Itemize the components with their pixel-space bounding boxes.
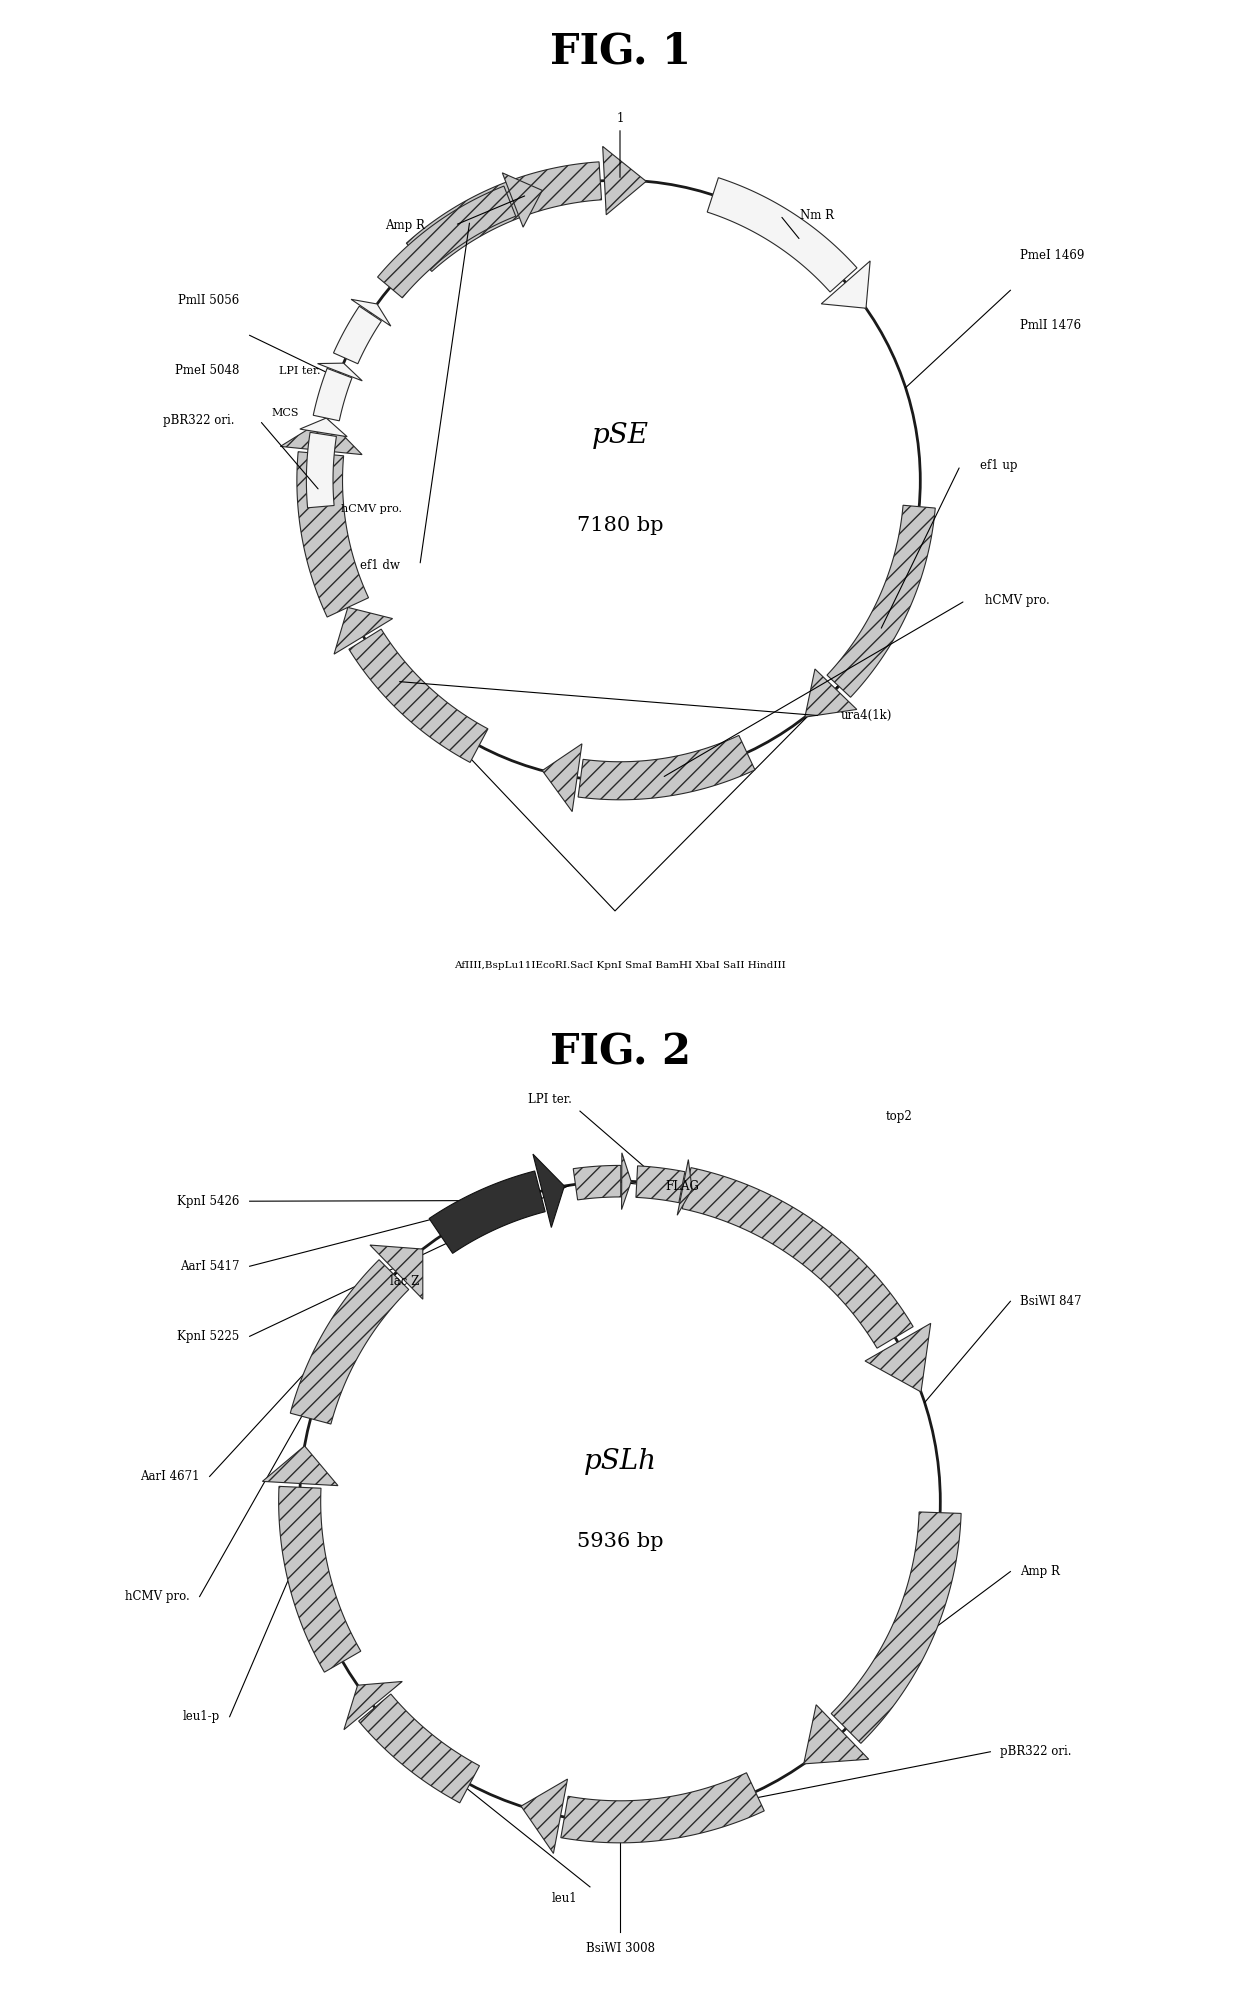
- Polygon shape: [542, 745, 582, 811]
- Polygon shape: [290, 1259, 409, 1423]
- Text: BsiWI 3008: BsiWI 3008: [585, 1942, 655, 1954]
- Polygon shape: [804, 1706, 869, 1764]
- Polygon shape: [560, 1772, 764, 1842]
- Polygon shape: [521, 1780, 568, 1854]
- Polygon shape: [306, 432, 336, 509]
- Text: PmeI 5048: PmeI 5048: [175, 364, 239, 376]
- Text: FLAG: FLAG: [665, 1179, 699, 1193]
- Text: lac Z: lac Z: [391, 1275, 420, 1287]
- Text: KpnI 5426: KpnI 5426: [177, 1195, 239, 1207]
- Polygon shape: [279, 1485, 361, 1672]
- Polygon shape: [621, 1153, 631, 1209]
- Text: PmeI 1469: PmeI 1469: [1021, 248, 1085, 262]
- Text: AarI 5417: AarI 5417: [180, 1259, 239, 1273]
- Polygon shape: [280, 418, 362, 454]
- Text: MCS: MCS: [272, 408, 299, 418]
- Text: leu1-p: leu1-p: [182, 1710, 219, 1724]
- Polygon shape: [429, 1171, 546, 1253]
- Polygon shape: [343, 1682, 402, 1730]
- Text: 7180 bp: 7180 bp: [577, 517, 663, 535]
- Text: AfIIII,BspLu11IEcoRI.SacI KpnI SmaI BamHI XbaI SaII HindIII: AfIIII,BspLu11IEcoRI.SacI KpnI SmaI BamH…: [454, 961, 786, 971]
- Polygon shape: [348, 629, 489, 763]
- Polygon shape: [351, 300, 391, 326]
- Text: Nm R: Nm R: [800, 208, 835, 222]
- Text: ura4(1k): ura4(1k): [841, 709, 892, 723]
- Polygon shape: [296, 452, 368, 617]
- Polygon shape: [707, 178, 857, 292]
- Polygon shape: [573, 1165, 621, 1199]
- Polygon shape: [866, 1323, 931, 1391]
- Text: hCMV pro.: hCMV pro.: [986, 595, 1050, 607]
- Text: ef1 dw: ef1 dw: [360, 559, 399, 573]
- Text: BsiWI 847: BsiWI 847: [1021, 1295, 1081, 1307]
- Polygon shape: [263, 1445, 339, 1485]
- Text: Amp R: Amp R: [384, 218, 425, 232]
- Text: hCMV pro.: hCMV pro.: [341, 505, 402, 515]
- Text: pBR322 ori.: pBR322 ori.: [1001, 1746, 1071, 1758]
- Text: LPI ter.: LPI ter.: [279, 366, 320, 376]
- Polygon shape: [300, 418, 347, 436]
- Text: 5936 bp: 5936 bp: [577, 1532, 663, 1552]
- Text: FIG. 1: FIG. 1: [549, 30, 691, 72]
- Polygon shape: [578, 735, 755, 799]
- Polygon shape: [377, 186, 516, 298]
- Polygon shape: [636, 1165, 684, 1203]
- Text: Amp R: Amp R: [1021, 1566, 1060, 1578]
- Polygon shape: [827, 505, 935, 697]
- Text: KpnI 5225: KpnI 5225: [177, 1329, 239, 1343]
- Polygon shape: [502, 172, 542, 226]
- Text: leu1: leu1: [552, 1892, 578, 1904]
- Text: top2: top2: [885, 1109, 911, 1123]
- Text: pSLh: pSLh: [584, 1447, 656, 1475]
- Polygon shape: [533, 1153, 564, 1227]
- Polygon shape: [682, 1167, 913, 1347]
- Polygon shape: [334, 306, 382, 364]
- Polygon shape: [317, 362, 362, 380]
- Text: pBR322 ori.: pBR322 ori.: [164, 414, 234, 426]
- Polygon shape: [677, 1159, 692, 1215]
- Text: ef1 up: ef1 up: [981, 458, 1018, 472]
- Text: PmlI 1476: PmlI 1476: [1021, 318, 1081, 332]
- Text: FIG. 2: FIG. 2: [549, 1031, 691, 1073]
- Polygon shape: [831, 1512, 961, 1744]
- Text: LPI ter.: LPI ter.: [528, 1093, 572, 1105]
- Polygon shape: [821, 260, 870, 308]
- Text: 1: 1: [616, 112, 624, 178]
- Text: pSE: pSE: [591, 422, 649, 448]
- Polygon shape: [358, 1694, 480, 1804]
- Polygon shape: [603, 146, 646, 214]
- Polygon shape: [805, 669, 857, 717]
- Polygon shape: [370, 1245, 423, 1299]
- Polygon shape: [334, 607, 393, 655]
- Polygon shape: [314, 368, 352, 420]
- Text: PmlI 5056: PmlI 5056: [179, 294, 239, 306]
- Polygon shape: [407, 162, 601, 272]
- Text: hCMV pro.: hCMV pro.: [125, 1590, 190, 1604]
- Text: AarI 4671: AarI 4671: [140, 1469, 200, 1483]
